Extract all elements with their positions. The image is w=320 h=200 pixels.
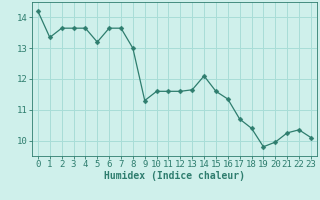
X-axis label: Humidex (Indice chaleur): Humidex (Indice chaleur) (104, 171, 245, 181)
